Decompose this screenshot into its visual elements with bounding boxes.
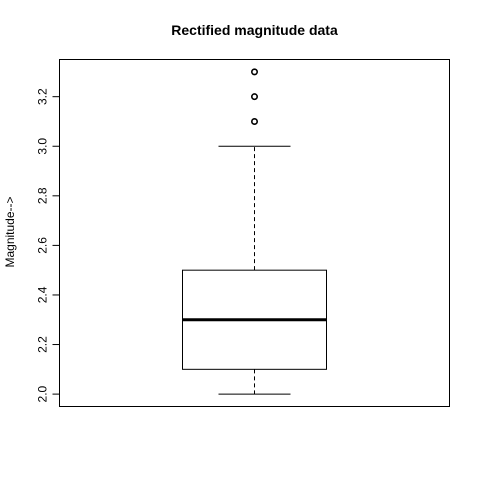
outlier-point [251, 117, 259, 125]
y-tick-label: 2.4 [36, 286, 50, 303]
y-tick-label: 3.2 [36, 88, 50, 105]
y-tick-label: 2.0 [36, 385, 50, 402]
y-axis: 2.0 2.2 2.4 2.6 2.8 3.0 3.2 [36, 88, 60, 402]
outlier-point [251, 93, 259, 101]
y-axis-label: Magnitude--> [3, 196, 17, 267]
y-tick-label: 2.2 [36, 336, 50, 353]
chart-title: Rectified magnitude data [171, 22, 338, 38]
y-tick-label: 2.6 [36, 237, 50, 254]
y-tick-label: 3.0 [36, 138, 50, 155]
outlier-point [251, 68, 259, 76]
y-tick-label: 2.8 [36, 187, 50, 204]
box-plot [182, 68, 327, 395]
